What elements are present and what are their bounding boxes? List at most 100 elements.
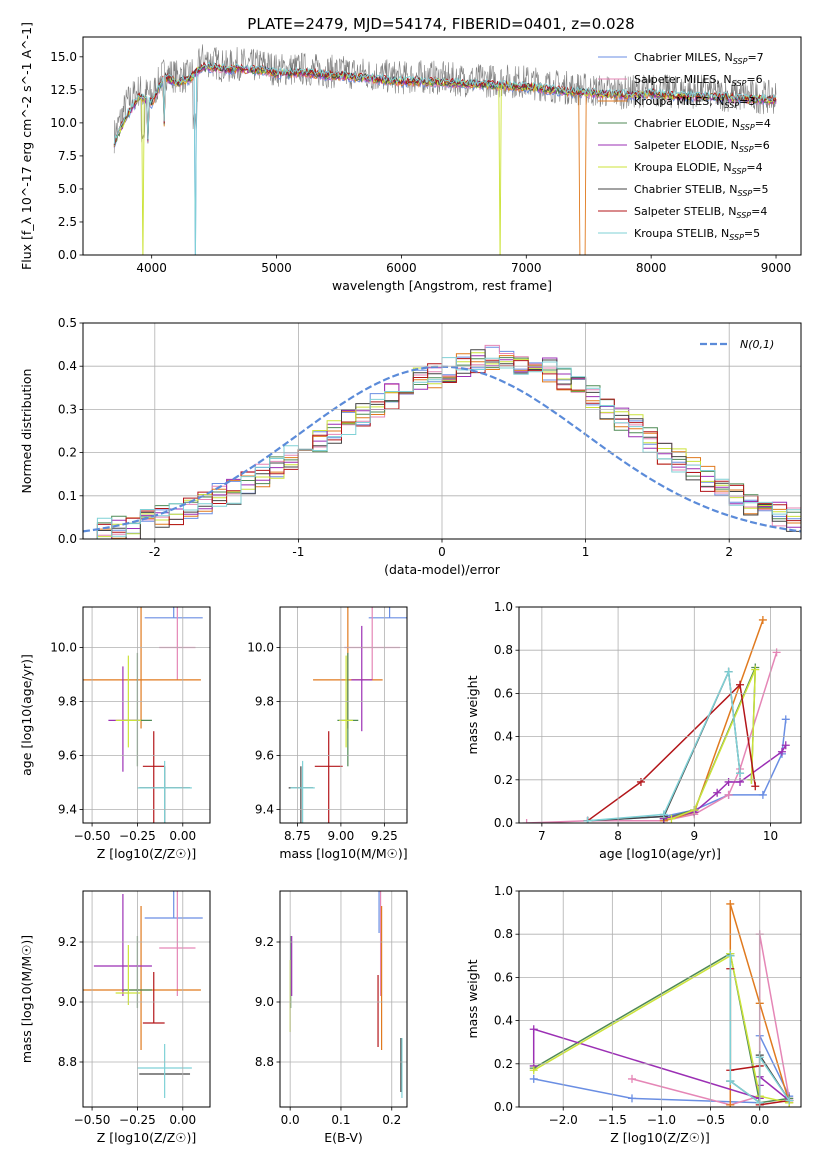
x-tick-label: 0.2: [382, 1113, 401, 1127]
y-tick-label: 5.0: [58, 182, 77, 196]
mass-weight-point: [736, 777, 745, 786]
plot-area: [522, 615, 790, 823]
legend-count: =6: [746, 73, 762, 86]
x-tick-label: 0.1: [331, 1113, 350, 1127]
x-tick-label: −0.50: [74, 829, 111, 843]
legend-label: Chabrier MILES, NSSP=7: [634, 51, 764, 66]
y-tick-label: 9.8: [255, 695, 274, 709]
plot-area: [83, 607, 203, 823]
x-tick-label: 4000: [136, 261, 167, 275]
y-tick-label: 0.4: [494, 1014, 513, 1028]
mass-weight-vs-metallicity-panel: −2.0 −1.5 −1.0 −0.5 0.0 0.0 0.2 0.4 0.6 0.8 1.0 Z […: [465, 884, 802, 1145]
histogram-step-line: [83, 355, 801, 539]
x-tick-label: 8000: [636, 261, 667, 275]
legend-count: =6: [754, 139, 770, 152]
plot-area: [83, 891, 203, 1098]
legend-label: Salpeter STELIB, NSSP=4: [634, 205, 767, 220]
mass-weight-point: [785, 1096, 794, 1105]
plot-area: [289, 891, 403, 1098]
mass-vs-metallicity-panel: −0.50 −0.25 0.00 8.8 9.0 9.2 Z [log10(Z/Z☉)] ma…: [19, 890, 211, 1145]
mass-weight-point: [758, 615, 767, 624]
mass-weight-point: [781, 715, 790, 724]
mass-weight-point: [636, 777, 645, 786]
x-tick-label: −0.5: [696, 1113, 725, 1127]
x-axis-label: Z [log10(Z/Z☉)]: [610, 1130, 710, 1145]
y-tick-label: 0.8: [494, 927, 513, 941]
legend-count: =5: [744, 227, 760, 240]
y-tick-label: 1.0: [494, 600, 513, 614]
y-tick-label: 9.2: [255, 935, 274, 949]
legend-label: Salpeter MILES, NSSP=6: [634, 73, 763, 88]
legend-label: Salpeter ELODIE, NSSP=6: [634, 139, 770, 154]
plot-area: [288, 607, 407, 823]
x-tick-label: 6000: [386, 261, 417, 275]
y-tick-label: 0.6: [494, 686, 513, 700]
x-axis-label: Z [log10(Z/Z☉)]: [97, 846, 197, 861]
x-tick-label: 9000: [761, 261, 792, 275]
x-axis-label: age [log10(age/yr)]: [599, 846, 721, 861]
y-axis-label: age [log10(age/yr)]: [19, 654, 34, 776]
y-tick-label: 9.2: [58, 935, 77, 949]
plot-area: [113, 44, 777, 255]
y-tick-label: 0.5: [58, 316, 77, 330]
x-tick-label: -2: [149, 545, 161, 559]
x-tick-label: 7000: [511, 261, 542, 275]
spectrum-title: PLATE=2479, MJD=54174, FIBERID=0401, z=0…: [247, 15, 634, 33]
y-tick-label: 0.0: [58, 532, 77, 546]
y-axis-label: mass weight: [465, 675, 480, 754]
mass-weight-point: [724, 790, 733, 799]
y-tick-label: 0.8: [494, 643, 513, 657]
data-spectrum-line: [113, 44, 777, 154]
legend-subscript: SSP: [739, 145, 754, 154]
x-tick-label: 0.0: [281, 1113, 300, 1127]
x-tick-label: -1: [292, 545, 304, 559]
x-tick-label: 9: [690, 829, 698, 843]
y-tick-label: 8.8: [58, 1055, 77, 1069]
axes-frame: [518, 606, 802, 824]
x-tick-label: 0.00: [169, 829, 196, 843]
mass-weight-point: [713, 788, 722, 797]
axes-frame: [518, 890, 802, 1108]
x-axis-label: mass [log10(M/M☉)]: [279, 846, 407, 861]
y-axis-label: mass weight: [465, 959, 480, 1038]
mass-weight-point: [627, 1094, 636, 1103]
axes-frame: [82, 36, 802, 256]
residual-histogram-panel: -2 -1 0 1 2 0.0 0.1 0.2 0.3 0.4 0.5 (data-model)/er…: [19, 316, 802, 577]
legend-label: Chabrier STELIB, NSSP=5: [634, 183, 768, 198]
y-tick-label: 15.0: [50, 50, 77, 64]
y-tick-label: 1.0: [494, 884, 513, 898]
legend-subscript: SSP: [733, 57, 748, 66]
legend-subscript: SSP: [738, 189, 753, 198]
mass-weight-point: [529, 1025, 538, 1034]
legend-count: =7: [747, 51, 763, 64]
axes-frame: [279, 890, 408, 1108]
histogram-step-line: [83, 357, 801, 539]
mass-weight-point: [667, 814, 676, 823]
mass-vs-extinction-panel: 0.0 0.1 0.2 8.8 9.0 9.2 E(B-V): [255, 890, 408, 1145]
legend-count: =3: [739, 95, 755, 108]
legend-label: Chabrier ELODIE, NSSP=4: [634, 117, 771, 132]
legend-subscript: SSP: [724, 101, 739, 110]
y-tick-label: 9.0: [255, 995, 274, 1009]
x-tick-label: 2: [725, 545, 733, 559]
mass-weight-line: [587, 669, 741, 822]
legend-subscript: SSP: [740, 123, 755, 132]
x-tick-label: −2.0: [549, 1113, 578, 1127]
x-tick-label: −0.50: [74, 1113, 111, 1127]
x-tick-label: 9.25: [371, 829, 398, 843]
mass-weight-point: [736, 680, 745, 689]
mass-weight-point: [627, 1074, 636, 1083]
x-tick-label: 8: [614, 829, 622, 843]
legend-label: N(0,1): [740, 338, 774, 351]
mass-weight-point: [772, 648, 781, 657]
mass-weight-point: [659, 810, 668, 819]
x-tick-label: 1: [582, 545, 590, 559]
x-axis-label: wavelength [Angstrom, rest frame]: [332, 278, 552, 293]
x-tick-label: 8.75: [284, 829, 311, 843]
y-tick-label: 0.4: [58, 359, 77, 373]
age-vs-mass-panel: 8.75 9.00 9.25 9.4 9.6 9.8 10.0 mass [log10(M/M…: [247, 606, 408, 861]
legend-subscript: SSP: [732, 79, 747, 88]
mass-weight-line: [587, 683, 757, 822]
y-tick-label: 9.0: [58, 995, 77, 1009]
y-tick-label: 12.5: [50, 83, 77, 97]
